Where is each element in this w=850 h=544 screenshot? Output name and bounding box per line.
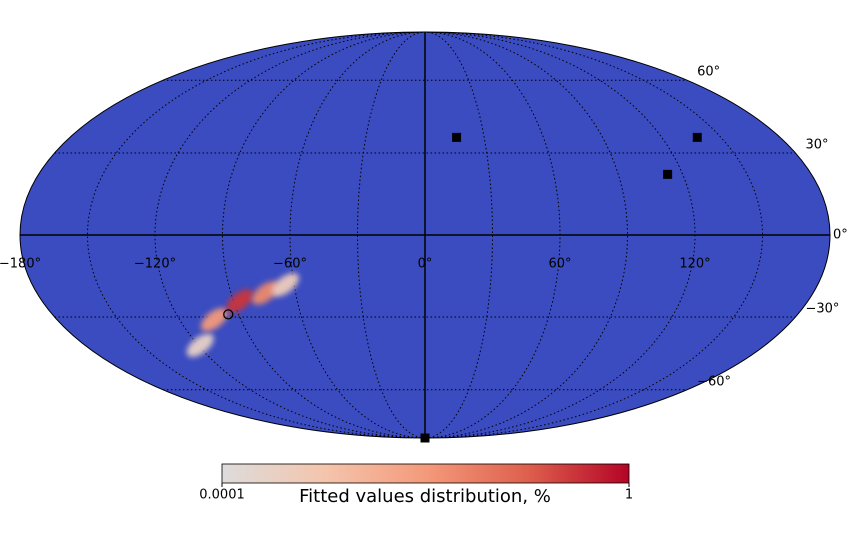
grid-line: [357, 32, 426, 438]
marker: [452, 132, 462, 142]
grid-line: [87, 32, 426, 438]
density: [186, 273, 299, 357]
density-cell: [251, 281, 279, 305]
colorbar-tick-label: 0.0001: [199, 488, 245, 503]
axis-labels: 60° 30° 0° −30° −60° −180° −120° −60° 0° 60° 120°: [0, 65, 848, 390]
x-tick-label: −60°: [273, 257, 307, 272]
colorbar-tick-label: 1: [625, 488, 633, 503]
y-tick-label: 30°: [805, 137, 828, 152]
x-tick-label: −120°: [134, 257, 176, 272]
x-tick-label: 0°: [418, 257, 433, 272]
x-tick-label: 120°: [679, 257, 710, 272]
grid: [20, 32, 830, 438]
y-tick-label: 60°: [697, 65, 720, 80]
marker: [692, 132, 702, 142]
y-tick-label: −60°: [697, 374, 731, 389]
markers: [223, 132, 702, 443]
x-tick-label: −180°: [0, 257, 41, 272]
density-cell: [186, 333, 214, 357]
marker: [663, 169, 673, 179]
density-cell: [271, 273, 299, 297]
colorbar: [221, 463, 630, 484]
density-cell: [226, 289, 254, 313]
grid-line: [424, 32, 493, 438]
colorbar-label: Fitted values distribution, %: [299, 486, 551, 507]
y-tick-label: 0°: [833, 228, 848, 243]
y-tick-label: −30°: [805, 302, 839, 317]
x-tick-label: 60°: [548, 257, 571, 272]
density-cell: [200, 307, 228, 332]
marker: [223, 309, 234, 320]
marker: [420, 433, 430, 443]
